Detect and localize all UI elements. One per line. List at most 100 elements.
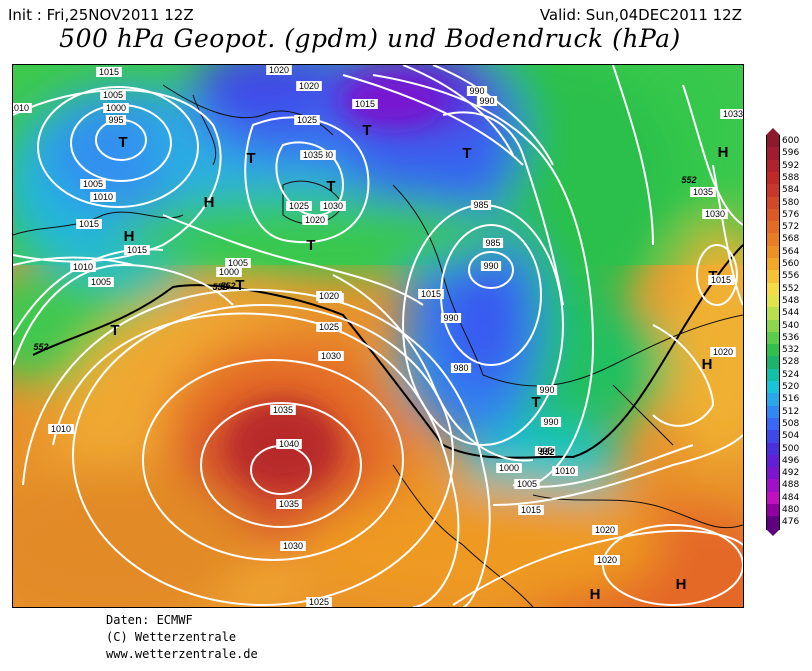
legend-level-label: 564 — [782, 246, 800, 257]
chart-title: 500 hPa Geopot. (gpdm) und Bodendruck (h… — [59, 24, 681, 53]
svg-text:1000: 1000 — [499, 463, 519, 473]
svg-text:990: 990 — [469, 86, 484, 96]
data-source-label: Daten: ECMWF — [106, 613, 193, 627]
svg-text:1025: 1025 — [297, 115, 317, 125]
legend-swatch — [766, 331, 780, 346]
svg-text:1035: 1035 — [273, 405, 293, 415]
isobar-label: 1005 — [100, 90, 126, 100]
isobar-label: 995 — [105, 115, 127, 125]
isobar-label: 1030 — [280, 541, 306, 551]
svg-text:1005: 1005 — [91, 277, 111, 287]
svg-text:1030: 1030 — [323, 201, 343, 211]
legend-level-label: 572 — [782, 222, 800, 233]
svg-text:1035: 1035 — [693, 187, 713, 197]
svg-text:1010: 1010 — [13, 103, 29, 113]
legend-level-label: 512 — [782, 406, 800, 417]
legend-swatch — [766, 491, 780, 505]
svg-text:985: 985 — [485, 238, 500, 248]
svg-text:1025: 1025 — [309, 597, 329, 607]
isobar-label: 980 — [450, 363, 472, 373]
legend-level-label: 500 — [782, 443, 800, 454]
svg-text:990: 990 — [443, 313, 458, 323]
legend-swatch — [766, 184, 780, 198]
legend-swatch — [766, 368, 780, 382]
geopotential-552-label: 552 — [212, 282, 227, 292]
legend-level-label: 556 — [782, 271, 800, 282]
svg-text:985: 985 — [473, 200, 488, 210]
svg-text:1040: 1040 — [279, 439, 299, 449]
svg-text:1020: 1020 — [595, 525, 615, 535]
low-pressure-marker: T — [235, 277, 244, 294]
legend-level-label: 596 — [782, 148, 800, 159]
svg-text:1010: 1010 — [93, 192, 113, 202]
legend-level-label: 580 — [782, 197, 800, 208]
svg-text:1020: 1020 — [269, 65, 289, 75]
legend-level-label: 520 — [782, 382, 800, 392]
low-pressure-marker: T — [362, 122, 371, 139]
isobar-label: 1010 — [552, 466, 578, 476]
legend-swatch — [766, 294, 780, 309]
isobar-label: 1033 — [720, 109, 743, 119]
legend-level-label: 496 — [782, 455, 800, 466]
legend-bottom-arrow — [766, 528, 780, 536]
isobar-label: 1015 — [518, 505, 544, 515]
legend-swatch — [766, 270, 780, 284]
isobar-label: 1015 — [418, 289, 444, 299]
legend-level-label: 516 — [782, 394, 800, 405]
isobar-label: 1005 — [80, 179, 106, 189]
svg-text:1020: 1020 — [597, 555, 617, 565]
isobar-label: 985 — [482, 238, 504, 248]
legend-swatch — [766, 381, 780, 395]
weather-map: HHHHHHHTTTTTTTTTT 1015100510009951005101… — [12, 64, 744, 608]
legend-swatch — [766, 258, 780, 272]
legend-swatch — [766, 208, 780, 223]
svg-text:1030: 1030 — [705, 209, 725, 219]
svg-text:1020: 1020 — [713, 347, 733, 357]
isobars — [13, 65, 743, 607]
svg-text:990: 990 — [483, 261, 498, 271]
svg-text:1015: 1015 — [79, 219, 99, 229]
svg-text:1015: 1015 — [711, 275, 731, 285]
isobar-label: 1020 — [302, 215, 328, 225]
svg-text:1015: 1015 — [521, 505, 541, 515]
svg-text:1020: 1020 — [319, 291, 339, 301]
svg-text:1030: 1030 — [283, 541, 303, 551]
legend-swatch — [766, 356, 780, 370]
legend-level-label: 508 — [782, 418, 800, 429]
geopotential-552-label: 552 — [33, 342, 48, 352]
legend-level-label: 544 — [782, 308, 800, 319]
legend-level-label: 480 — [782, 505, 800, 515]
legend-level-label: 492 — [782, 468, 800, 479]
svg-text:1015: 1015 — [99, 67, 119, 77]
legend-swatch — [766, 430, 780, 444]
svg-text:995: 995 — [108, 115, 123, 125]
legend-level-label: 536 — [782, 332, 800, 343]
legend-level-label: 568 — [782, 234, 800, 245]
svg-text:1010: 1010 — [555, 466, 575, 476]
legend-level-label: 560 — [782, 259, 800, 269]
isobar-label: 1005 — [514, 479, 540, 489]
isobar-label: 995 — [534, 446, 556, 456]
low-pressure-marker: T — [531, 394, 540, 411]
geopotential-552-label: 552 — [539, 447, 554, 457]
legend-level-label: 528 — [782, 357, 800, 368]
legend-swatch — [766, 221, 780, 235]
isobar-label: 1000 — [103, 103, 129, 113]
isobar-label: 1010 — [48, 424, 74, 434]
legend-swatch — [766, 442, 780, 456]
low-pressure-marker: T — [118, 134, 127, 151]
svg-text:1035: 1035 — [303, 150, 323, 160]
low-pressure-marker: T — [462, 145, 471, 162]
isobar-label: 1025 — [294, 115, 320, 125]
isobar-label: 1020 — [592, 525, 618, 535]
svg-text:995: 995 — [537, 446, 552, 456]
isobar-label: 1030 — [702, 209, 728, 219]
legend-swatch — [766, 245, 780, 259]
high-pressure-marker: H — [702, 356, 713, 373]
isobar-label: 990 — [480, 261, 502, 271]
isobar-label: 1020 — [594, 555, 620, 565]
legend-swatch — [766, 405, 780, 419]
isobar-label: 1035 — [300, 150, 326, 160]
svg-text:1015: 1015 — [355, 99, 375, 109]
isobar-label: 1015 — [352, 99, 378, 109]
